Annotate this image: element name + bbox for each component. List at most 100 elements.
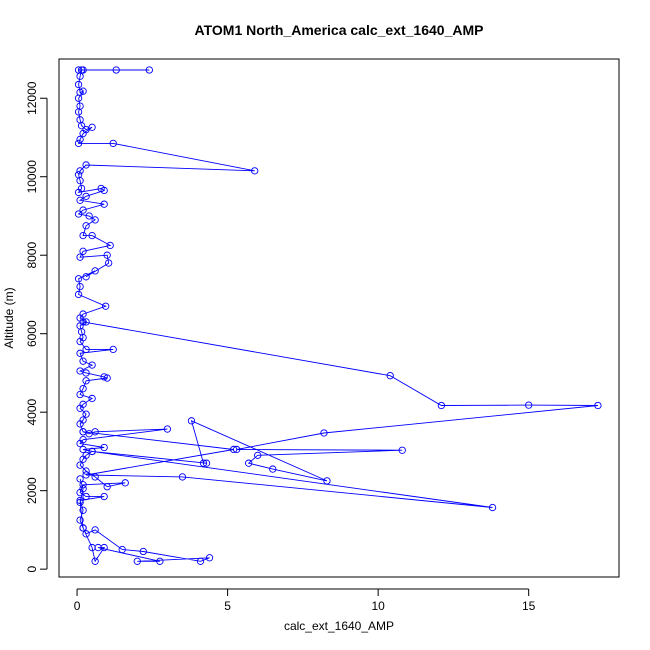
data-point [76,72,84,80]
data-point [488,503,497,512]
data-point [100,543,108,552]
y-axis: 0 2000 4000 6000 8000 10000 12000 [25,81,48,572]
data-series [79,318,602,512]
data-point [88,394,96,403]
data-point [76,177,84,185]
y-axis-label: Altitude (m) [2,287,16,348]
data-point [88,231,96,240]
data-point [106,241,114,250]
data-point [82,471,90,479]
data-point [269,465,277,473]
data-point [82,345,90,354]
data-point [118,545,126,554]
data-point [76,337,84,346]
data-point [121,479,129,487]
y-tick-label: 0 [25,565,39,572]
data-point [386,372,394,380]
x-tick-label: 0 [74,599,81,613]
data-point [79,506,87,514]
data-point [76,516,84,524]
data-point [79,524,87,532]
data-point [76,496,84,505]
y-tick-label: 10000 [25,160,39,194]
data-point [100,200,108,208]
data-point [74,210,83,218]
data-point [79,445,87,454]
data-point [79,87,87,95]
y-tick-label: 6000 [25,320,39,347]
data-point [103,374,111,382]
chart-title: ATOM1 North_America calc_ext_1640_AMP [195,22,484,38]
data-point [79,318,87,326]
data-point [76,420,84,428]
y-tick-label: 8000 [25,242,39,269]
data-point [398,446,406,454]
x-axis: 0 5 10 15 [74,588,536,613]
data-point [105,259,113,267]
y-tick-label: 2000 [25,477,39,504]
data-point [100,186,108,195]
data-point [109,345,117,354]
data-point [320,429,328,437]
data-point [74,94,83,102]
data-point [79,231,87,240]
data-point [109,139,117,148]
data-point [88,361,96,369]
data-point [251,167,259,175]
data-point [254,451,262,459]
data-point [79,481,87,489]
data-point [88,543,96,552]
y-tick-label: 12000 [25,81,39,115]
data-point [594,401,602,410]
data-point [82,492,90,501]
series-layer [74,66,602,565]
data-point [85,212,93,220]
data-point [76,390,84,399]
data-point [76,282,84,291]
data-point [74,139,83,148]
data-point [79,455,87,463]
data-point [82,369,90,377]
data-point [139,547,147,556]
data-point [76,167,84,175]
data-point [77,122,86,130]
series-line [83,321,598,508]
data-point [525,401,533,409]
data-point [100,492,108,501]
data-point [145,66,153,74]
data-point [91,526,99,534]
data-point [76,196,84,204]
data-point [76,461,84,469]
data-point [82,318,90,326]
data-point [76,349,84,357]
data-point [76,404,84,412]
data-point [163,425,172,433]
data-point [79,428,87,436]
data-point [82,377,90,385]
data-point [74,80,83,89]
data-point [102,302,110,310]
data-point [76,253,84,261]
data-point [91,267,99,275]
data-point [74,188,83,197]
data-point [76,439,84,448]
y-tick-label: 4000 [25,399,39,426]
data-series [74,66,259,565]
data-point [187,417,196,425]
data-point [232,445,241,454]
x-axis-label: calc_ext_1640_AMP [284,619,394,633]
data-point [79,357,87,365]
data-point [229,445,238,454]
data-point [76,498,84,507]
data-point [133,557,141,565]
data-point [205,554,214,562]
data-point [88,123,96,131]
data-point [437,401,446,410]
plot-area-border [58,58,620,578]
data-point [82,192,90,200]
data-point [79,129,87,138]
data-point [82,161,90,169]
data-point [79,206,87,214]
data-point [79,384,87,393]
